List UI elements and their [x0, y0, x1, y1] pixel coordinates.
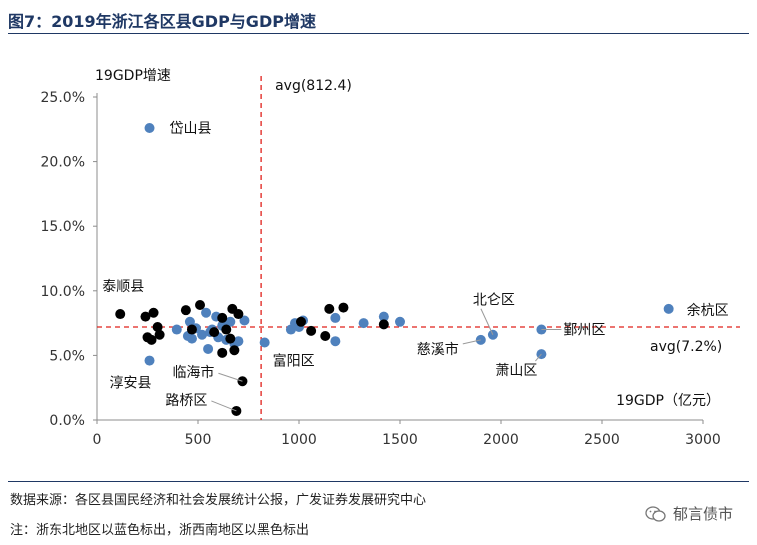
x-tick-label: 1000	[281, 432, 317, 448]
data-point	[330, 312, 341, 323]
data-point	[154, 329, 165, 340]
point-annotation-label: 临海市	[172, 364, 214, 381]
data-point	[148, 307, 159, 318]
wechat-icon	[645, 505, 666, 522]
y-tick-label: 20.0%	[41, 155, 85, 171]
data-point	[217, 347, 228, 358]
data-point	[217, 312, 228, 323]
x-tick-label: 3000	[685, 432, 721, 448]
footer-divider	[8, 481, 749, 482]
data-point	[306, 325, 317, 336]
data-point	[395, 316, 405, 327]
point-annotation-label: 岱山县	[170, 121, 212, 137]
watermark: 郁言债市	[645, 503, 733, 524]
data-point	[184, 316, 195, 327]
avg-gdp-label: avg(812.4)	[275, 78, 352, 94]
data-point	[115, 309, 126, 320]
y-axis-title: 19GDP增速	[95, 68, 171, 84]
data-point	[203, 343, 214, 354]
x-tick-label: 500	[185, 432, 212, 448]
average-reference-lines: avg(812.4) avg(7.2%)	[97, 76, 740, 420]
data-point	[144, 355, 155, 366]
data-point	[378, 319, 389, 330]
data-point	[663, 303, 674, 314]
data-points	[115, 123, 674, 416]
data-point	[358, 318, 369, 329]
data-point	[152, 321, 163, 332]
data-point	[201, 307, 212, 318]
data-point	[186, 324, 197, 335]
annotation-leader-line	[462, 339, 481, 345]
data-point	[171, 324, 182, 335]
y-tick-label: 5.0%	[49, 348, 85, 364]
data-point	[239, 315, 250, 326]
data-point	[180, 305, 191, 316]
data-point	[225, 333, 236, 344]
x-tick-label: 0	[93, 432, 102, 448]
data-point	[197, 329, 208, 340]
data-point	[324, 303, 335, 314]
x-axis-title: 19GDP（亿元）	[616, 393, 720, 409]
annotation-leader-line	[480, 308, 494, 335]
data-point	[338, 302, 349, 313]
point-annotation-label: 富阳区	[273, 352, 315, 369]
point-annotation-label: 北仑区	[473, 293, 515, 309]
data-point	[209, 327, 220, 338]
point-annotation-label: 鄞州区	[563, 323, 605, 339]
annotation-leader-line	[211, 400, 237, 412]
point-annotation-label: 淳安县	[110, 375, 152, 392]
chart-axes: 0.0% 5.0% 10.0% 15.0% 20.0% 25.0% 0 500 1000 1500…	[41, 68, 721, 448]
data-point	[229, 345, 240, 356]
avg-growth-label: avg(7.2%)	[650, 339, 722, 355]
data-point	[140, 311, 151, 322]
title-divider	[8, 33, 749, 34]
point-annotation-label: 路桥区	[165, 393, 207, 409]
figure-title: 图7：2019年浙江各区县GDP与GDP增速	[8, 12, 316, 31]
color-footnote: 注：浙东北地区以蓝色标出，浙西南地区以黑色标出	[10, 523, 310, 538]
data-point	[146, 334, 157, 345]
data-point	[296, 316, 307, 327]
point-annotation-label: 萧山区	[495, 363, 537, 379]
y-tick-label: 0.0%	[49, 413, 85, 429]
point-annotation-label: 泰顺县	[102, 279, 144, 295]
y-tick-label: 25.0%	[41, 90, 85, 106]
data-point	[233, 336, 244, 347]
y-tick-label: 15.0%	[41, 219, 85, 235]
data-point	[259, 337, 270, 348]
annotation-leader-line	[535, 353, 542, 362]
data-point	[225, 316, 236, 327]
y-tick-label: 10.0%	[41, 284, 85, 300]
annotation-leader-line	[218, 372, 243, 382]
data-point	[186, 333, 197, 344]
data-point	[378, 311, 389, 322]
watermark-text: 郁言债市	[672, 505, 733, 523]
x-tick-label: 2500	[584, 432, 620, 448]
data-point	[195, 300, 206, 311]
point-annotation-label: 慈溪市	[417, 341, 459, 358]
data-point	[144, 123, 155, 134]
x-tick-label: 1500	[382, 432, 418, 448]
data-point	[320, 331, 331, 342]
x-tick-label: 2000	[483, 432, 519, 448]
data-point	[221, 324, 232, 335]
data-source-note: 数据来源：各区县国民经济和社会发展统计公报，广发证券发展研究中心	[10, 493, 427, 508]
point-annotation-label: 余杭区	[687, 302, 729, 319]
data-point	[330, 336, 341, 347]
data-point	[233, 309, 244, 320]
